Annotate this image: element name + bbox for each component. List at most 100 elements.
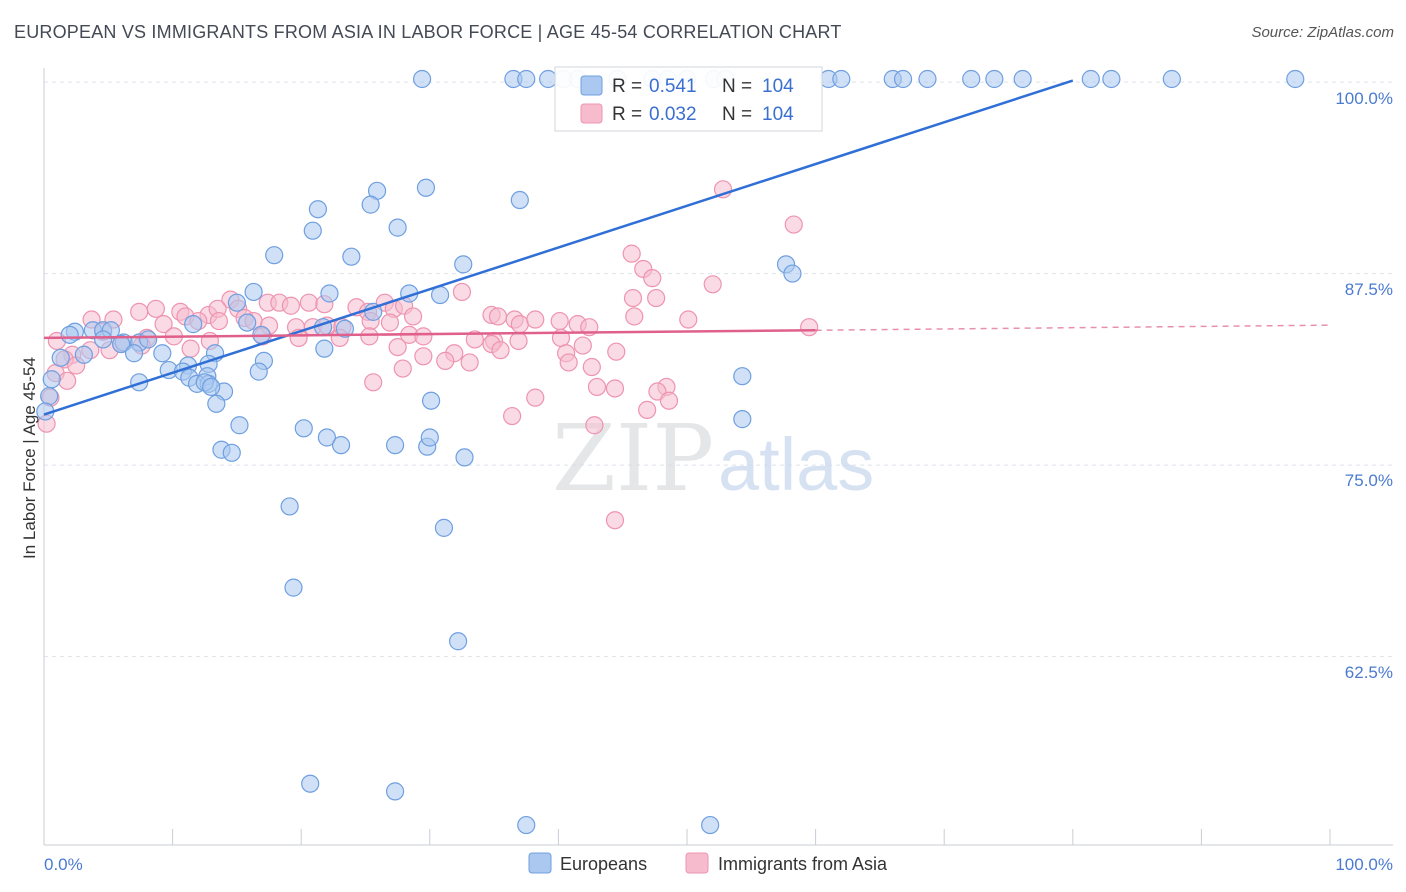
asia-point bbox=[436, 351, 455, 370]
asia-point bbox=[414, 347, 433, 366]
watermark-atlas: atlas bbox=[718, 423, 874, 506]
european-point bbox=[1286, 69, 1305, 89]
stats-legend: R = 0.541 N = 104 R = 0.032 N = 104 bbox=[554, 66, 823, 132]
european-point bbox=[893, 69, 913, 89]
european-point bbox=[301, 774, 320, 793]
y-tick-label-62-5: 62.5% bbox=[1345, 663, 1393, 682]
trend-lines bbox=[43, 79, 1331, 416]
european-point bbox=[448, 632, 468, 651]
european-point bbox=[342, 247, 361, 266]
european-point bbox=[230, 416, 249, 435]
asia-point bbox=[380, 313, 400, 332]
legend-asia-label: Immigrants from Asia bbox=[718, 854, 888, 874]
bottom-legend: Europeans Immigrants from Asia bbox=[528, 852, 888, 874]
axes bbox=[43, 68, 1393, 846]
european-point bbox=[361, 195, 380, 214]
european-point bbox=[244, 282, 263, 302]
european-point bbox=[1102, 69, 1121, 89]
european-point bbox=[388, 218, 407, 237]
european-point bbox=[783, 264, 802, 283]
european-point bbox=[510, 190, 529, 210]
european-point bbox=[733, 410, 752, 429]
asia-n-value: 104 bbox=[762, 104, 794, 125]
asia-point bbox=[488, 307, 508, 326]
asia-point bbox=[703, 275, 722, 294]
european-point bbox=[238, 313, 257, 332]
asia-point bbox=[526, 310, 545, 329]
asia-point bbox=[607, 342, 626, 361]
asia-point bbox=[491, 341, 510, 360]
asia-point bbox=[509, 331, 528, 351]
european-point bbox=[420, 428, 439, 447]
european-point bbox=[317, 428, 337, 447]
european-point bbox=[335, 319, 355, 338]
y-tick-label-100: 100.0% bbox=[1335, 89, 1393, 108]
european-point bbox=[412, 69, 432, 89]
asia-point bbox=[465, 330, 484, 349]
asia-point bbox=[659, 391, 679, 410]
european-point bbox=[284, 578, 303, 597]
european-point bbox=[308, 200, 328, 219]
asia-n-label: N = bbox=[722, 104, 752, 125]
zipatlas-watermark: ZIP atlas bbox=[552, 405, 874, 512]
european-point bbox=[454, 255, 473, 274]
european-point bbox=[280, 497, 299, 516]
asia-point bbox=[625, 307, 644, 326]
european-point bbox=[42, 370, 61, 389]
watermark-zip: ZIP bbox=[552, 405, 714, 512]
asia-point bbox=[605, 379, 625, 398]
asia-point bbox=[58, 371, 77, 390]
european-point bbox=[832, 69, 851, 89]
european-point bbox=[294, 419, 313, 438]
european-point bbox=[303, 221, 322, 240]
european-point bbox=[1081, 69, 1100, 89]
european-point bbox=[331, 436, 351, 455]
european-point bbox=[364, 302, 383, 321]
asia-trend-line bbox=[43, 328, 816, 340]
european-point bbox=[701, 815, 720, 835]
european-point bbox=[207, 394, 226, 413]
y-tick-label-75: 75.0% bbox=[1345, 471, 1393, 490]
asia-point bbox=[388, 338, 407, 357]
european-r-label: R = bbox=[612, 76, 642, 97]
asia-trend-extension bbox=[815, 324, 1331, 331]
european-point bbox=[51, 348, 70, 367]
asia-point bbox=[605, 511, 625, 530]
european-point bbox=[421, 391, 441, 410]
asia-point bbox=[146, 299, 165, 318]
chart-title: EUROPEAN VS IMMIGRANTS FROM ASIA IN LABO… bbox=[14, 22, 842, 42]
asia-point bbox=[638, 400, 657, 420]
asia-point bbox=[559, 353, 578, 372]
asia-swatch bbox=[580, 103, 603, 124]
european-point bbox=[184, 315, 203, 334]
asia-point bbox=[452, 282, 472, 302]
european-point bbox=[320, 284, 339, 303]
asia-point bbox=[510, 315, 529, 334]
european-point bbox=[517, 69, 536, 89]
x-tick-label-max: 100.0% bbox=[1335, 855, 1393, 874]
asia-point bbox=[784, 215, 803, 234]
european-n-label: N = bbox=[722, 76, 752, 97]
y-axis-label: In Labor Force | Age 45-54 bbox=[20, 357, 39, 559]
asia-point bbox=[573, 336, 592, 355]
european-point bbox=[74, 345, 93, 364]
asia-point bbox=[364, 373, 383, 392]
european-n-value: 104 bbox=[762, 76, 794, 97]
european-point bbox=[60, 325, 79, 344]
european-point bbox=[40, 387, 59, 406]
asia-point bbox=[360, 327, 379, 346]
european-point bbox=[985, 69, 1004, 89]
european-point bbox=[112, 334, 131, 354]
european-point bbox=[265, 246, 284, 265]
source-credit: Source: ZipAtlas.com bbox=[1251, 24, 1394, 41]
european-point bbox=[139, 330, 158, 349]
european-point bbox=[962, 69, 981, 89]
asia-point bbox=[550, 311, 569, 331]
european-trend-line bbox=[43, 79, 1074, 416]
x-tick-label-min: 0.0% bbox=[44, 855, 83, 874]
asia-point bbox=[526, 388, 545, 407]
asia-point bbox=[585, 416, 604, 435]
asia-point bbox=[403, 307, 423, 326]
european-point bbox=[124, 344, 144, 363]
